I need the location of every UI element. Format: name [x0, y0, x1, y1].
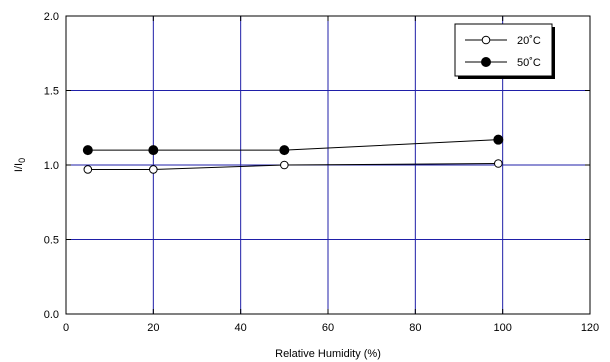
x-tick-label: 100	[493, 322, 511, 334]
x-tick-label: 40	[235, 322, 247, 334]
x-axis-label: Relative Humidity (%)	[275, 348, 381, 360]
x-tick-label: 80	[409, 322, 421, 334]
data-point	[82, 145, 93, 156]
legend-entry: 20˚C	[465, 35, 541, 47]
data-point	[149, 165, 158, 174]
x-tick-label: 60	[322, 322, 334, 334]
legend-marker	[481, 35, 491, 45]
legend-label: 50˚C	[517, 57, 541, 69]
data-point	[279, 145, 290, 156]
series-line	[87, 139, 499, 151]
series-line	[87, 163, 499, 170]
axis-ticks: 0 20 40 60 80 100 120 0.0 0.5 1.0 1.5 2.0	[44, 11, 599, 334]
x-tick-label: 0	[63, 322, 69, 334]
data-point	[83, 165, 93, 174]
x-tick-label: 120	[581, 322, 599, 334]
legend-entry: 50˚C	[465, 57, 541, 69]
y-axis-label-subscript: 0	[17, 158, 27, 163]
y-axis-label: I/I0	[13, 158, 27, 172]
data-point	[148, 145, 159, 156]
legend: 20˚C 50˚C	[454, 23, 555, 79]
series-layer	[82, 134, 504, 174]
y-tick-label: 0.5	[44, 235, 59, 247]
legend-marker	[481, 57, 491, 67]
y-tick-label: 1.0	[44, 160, 59, 172]
series-1	[82, 134, 504, 156]
y-axis-label-text: I/I0	[13, 158, 27, 172]
data-point	[280, 160, 289, 170]
legend-label: 20˚C	[517, 35, 541, 47]
y-tick-label: 1.5	[44, 86, 59, 98]
series-0	[83, 159, 503, 174]
legend-box	[454, 23, 553, 77]
data-point	[493, 134, 504, 145]
y-tick-label: 2.0	[44, 11, 59, 23]
data-point	[494, 159, 503, 168]
y-tick-label: 0.0	[44, 309, 59, 321]
x-tick-label: 20	[147, 322, 159, 334]
